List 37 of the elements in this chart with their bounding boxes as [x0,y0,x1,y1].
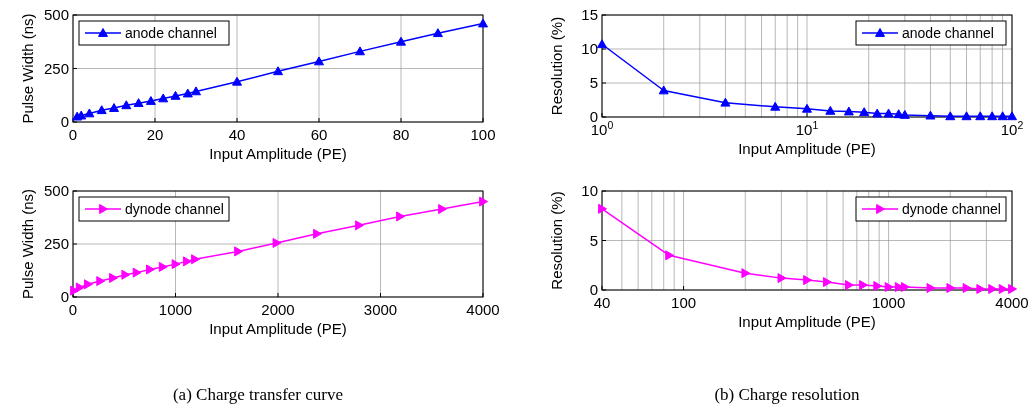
legend-label: anode channel [125,25,217,41]
x-axis-title: Input Amplitude (PE) [209,145,347,162]
y-axis-title: Pulse Width (ns) [19,188,36,300]
x-tick-label: 4000 [466,301,500,318]
x-axis-title: Input Amplitude (PE) [209,320,347,337]
y-tick-label: 15 [581,6,598,23]
x-tick-label: 1000 [158,301,193,318]
y-tick-label: 5 [589,231,598,249]
x-tick-label: 4000 [995,294,1029,311]
y-tick-label: 10 [581,182,598,199]
x-tick-label: 20 [146,126,164,143]
x-tick-label: 10$^{1}$ [795,119,819,138]
x-tick-label: 3000 [363,301,398,318]
x-tick-label: 100 [671,294,697,311]
y-tick-label: 250 [43,235,69,252]
x-tick-label: 80 [392,126,410,143]
x-tick-label: 2000 [261,301,295,318]
x-tick-label: 1000 [871,294,906,311]
y-tick-label: 5 [589,74,598,91]
x-tick-label: 10$^{2}$ [1000,119,1024,138]
x-tick-label: 100 [470,126,496,143]
x-tick-label: 40 [228,126,246,143]
text: (a) Charge transfer curve [172,385,344,404]
x-axis-title: Input Amplitude (PE) [738,313,876,330]
y-axis-title: Pulse Width (ns) [19,13,36,124]
y-tick-label: 500 [43,6,69,23]
y-axis-title: Resolution (%) [548,16,565,116]
legend-label: dynode channel [902,201,1001,217]
text: (b) Charge resolution [714,385,861,404]
x-axis-title: Input Amplitude (PE) [738,140,876,157]
legend-label: dynode channel [125,201,224,217]
y-tick-label: 10 [581,40,598,57]
y-tick-label: 250 [43,59,69,77]
y-tick-label: 500 [43,182,69,199]
x-tick-label: 60 [310,126,328,143]
y-axis-title: Resolution (%) [548,191,565,290]
legend-label: anode channel [902,25,994,41]
